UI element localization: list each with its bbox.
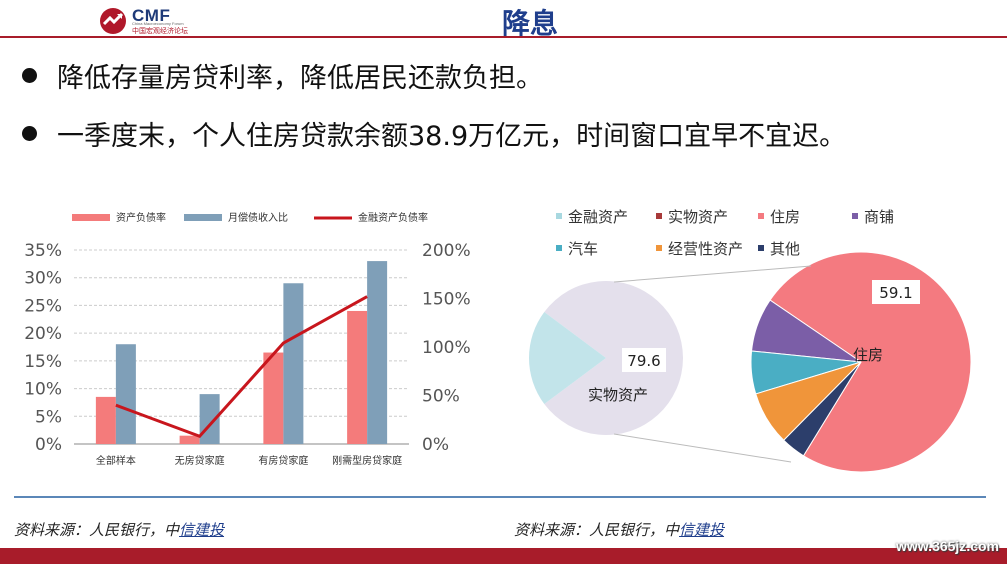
- title-divider: [0, 36, 1007, 38]
- pie-slice-financial-assets: [529, 311, 606, 405]
- y-right-tick: 50%: [422, 387, 460, 407]
- legend-swatch: [758, 213, 764, 219]
- data-label-detail: 59.1: [879, 284, 912, 302]
- legend-swatch: [72, 214, 110, 221]
- legend-swatch: [556, 213, 562, 219]
- legend-swatch: [852, 213, 858, 219]
- y-left-tick: 35%: [24, 241, 62, 261]
- y-left-tick: 5%: [35, 407, 62, 427]
- x-tick-label: 全部样本: [96, 454, 136, 467]
- logo-subtitle: 中国宏观经济论坛: [132, 27, 188, 35]
- logo-english: China Macroeconomy Forum: [132, 21, 184, 26]
- data-label-box: [622, 348, 666, 372]
- legend-label: 经营性资产: [668, 240, 743, 258]
- legend-label: 其他: [770, 240, 800, 258]
- legend-label: 月偿债收入比: [228, 211, 288, 224]
- category-label-main: 实物资产: [588, 386, 648, 404]
- bullet-1: 降低存量房贷利率，降低居民还款负担。: [22, 56, 543, 95]
- x-tick-label: 无房贷家庭: [175, 454, 225, 467]
- bullet-dot-icon: [22, 68, 37, 83]
- y-right-tick: 150%: [422, 290, 471, 310]
- y-left-tick: 15%: [24, 352, 62, 372]
- pie-slice: [769, 251, 972, 473]
- series-line-financial-debt: [115, 295, 368, 439]
- cmf-logo: CMF China Macroeconomy Forum 中国宏观经济论坛: [98, 6, 208, 36]
- bar-debt-asset: [347, 310, 368, 444]
- y-left-tick: 0%: [35, 435, 62, 455]
- cmf-logo-icon: [100, 8, 126, 34]
- y-right-tick: 0%: [422, 435, 449, 455]
- legend-swatch: [656, 213, 662, 219]
- source-left-text: 资料来源：人民银行，中: [14, 521, 180, 539]
- bullet-2: 一季度末，个人住房贷款余额38.9万亿元，时间窗口宜早不宜迟。: [22, 114, 846, 153]
- watermark: www.365jz.com: [896, 538, 999, 554]
- bullet-2-text: 一季度末，个人住房贷款余额38.9万亿元，时间窗口宜早不宜迟。: [57, 121, 847, 152]
- bar-debt-income: [367, 261, 388, 444]
- bar-debt-asset: [95, 396, 116, 444]
- legend-label: 汽车: [568, 240, 598, 258]
- legend-swatch: [184, 214, 222, 221]
- category-label-detail: 住房: [853, 346, 883, 364]
- legend-label: 金融资产负债率: [358, 211, 428, 224]
- connector-line: [613, 433, 792, 463]
- legend-label: 商铺: [864, 208, 894, 226]
- bullet-1-text: 降低存量房贷利率，降低居民还款负担。: [57, 63, 543, 94]
- connector-line: [613, 265, 812, 283]
- legend-swatch: [556, 245, 562, 251]
- x-tick-label: 有房贷家庭: [258, 454, 308, 467]
- y-left-tick: 25%: [24, 296, 62, 316]
- y-right-tick: 100%: [422, 338, 471, 358]
- source-left-highlight: 信建投: [179, 521, 225, 539]
- bar-line-chart: 资产负债率 月偿债收入比 金融资产负债率 0% 5% 10% 15% 20% 25% 30% 35%…: [24, 211, 471, 467]
- y-left-tick: 30%: [24, 269, 62, 289]
- data-label-box: [872, 280, 920, 304]
- legend-label: 住房: [770, 208, 800, 226]
- source-left: 资料来源：人民银行，中信建投: [14, 519, 224, 540]
- bar-debt-income: [283, 283, 304, 444]
- footer-bar: [0, 548, 1007, 564]
- bar-debt-income: [115, 344, 136, 444]
- bullet-dot-icon: [22, 126, 37, 141]
- top-bar: CMF China Macroeconomy Forum 中国宏观经济论坛 降息: [0, 0, 1007, 40]
- data-label-main: 79.6: [627, 352, 660, 370]
- pie-slice: [783, 361, 862, 457]
- y-left-tick: 20%: [24, 324, 62, 344]
- bar-debt-asset: [263, 352, 284, 444]
- x-tick-label: 刚需型房贷家庭: [332, 454, 402, 467]
- legend-label: 资产负债率: [116, 211, 166, 224]
- y-right-tick: 200%: [422, 241, 471, 261]
- bottom-divider: [14, 496, 986, 498]
- legend-label: 实物资产: [668, 208, 728, 226]
- slide-title: 降息: [501, 7, 558, 40]
- source-right-highlight: 信建投: [679, 521, 725, 539]
- source-right-text: 资料来源：人民银行，中: [514, 521, 680, 539]
- legend-label: 金融资产: [568, 208, 628, 226]
- legend-swatch: [758, 245, 764, 251]
- logo-text: CMF: [132, 6, 171, 25]
- source-right: 资料来源：人民银行，中信建投: [514, 519, 724, 540]
- pie-slice-physical-assets: [544, 281, 683, 435]
- legend-swatch: [656, 245, 662, 251]
- y-left-tick: 10%: [24, 380, 62, 400]
- bar-debt-asset: [179, 435, 200, 444]
